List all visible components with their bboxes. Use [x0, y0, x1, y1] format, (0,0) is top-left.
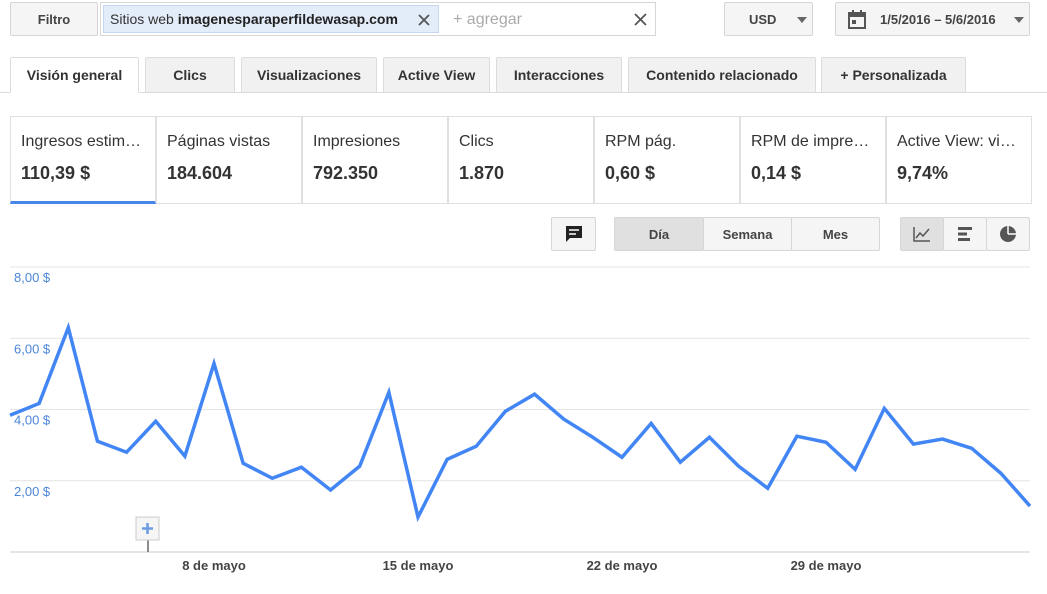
y-tick-label: 6,00 $: [14, 341, 51, 356]
granularity-button[interactable]: Mes: [791, 217, 880, 251]
tab[interactable]: Contenido relacionado: [628, 57, 816, 93]
metric-label: RPM pág.: [605, 133, 677, 150]
chart: 2,00 $ 4,00 $ 6,00 $ 8,00 $ 8 de mayo 15 de m…: [9, 266, 1032, 573]
metric-card[interactable]: RPM pág. 0,60 $: [594, 116, 740, 204]
annotation-plus: [142, 523, 153, 534]
metric-value: 0,14 $: [751, 163, 802, 183]
chip-remove[interactable]: [418, 14, 430, 26]
pie-icon: [1000, 226, 1016, 242]
chart-type-bar[interactable]: [943, 217, 987, 251]
tab[interactable]: + Personalizada: [821, 57, 966, 93]
x-tick-label: 29 de mayo: [791, 558, 862, 573]
data-line: [9, 321, 1032, 523]
metric-card[interactable]: Active View: vi… 9,74%: [886, 116, 1032, 204]
y-tick-label: 2,00 $: [14, 484, 51, 499]
date-range: 1/5/2016 – 5/6/2016: [880, 11, 996, 27]
y-tick-label: 4,00 $: [14, 413, 51, 428]
metric-value: 1.870: [459, 163, 505, 183]
chip-value: imagenesparaperfildewasap.com: [177, 11, 398, 27]
metric-value: 0,60 $: [605, 163, 656, 183]
currency: USD: [749, 11, 777, 27]
line-icon: [913, 227, 930, 242]
metric-card[interactable]: RPM de impre… 0,14 $: [740, 116, 886, 204]
clear-filter[interactable]: [634, 13, 647, 26]
metric-card[interactable]: Impresiones 792.350: [302, 116, 448, 204]
metric-label: Impresiones: [313, 133, 401, 150]
metric-card[interactable]: Clics 1.870: [448, 116, 594, 204]
chart-type-line[interactable]: [900, 217, 944, 251]
filter-placeholder: + agregar: [453, 11, 522, 28]
y-tick-label: 8,00 $: [14, 270, 51, 285]
tab[interactable]: Interacciones: [496, 57, 622, 93]
metric-value: 184.604: [167, 163, 233, 183]
bar-icon: [958, 227, 972, 241]
filter-button[interactable]: Filtro: [10, 2, 98, 36]
chip-prefix: Sitios web: [110, 11, 174, 27]
dropdown-arrow: [797, 17, 807, 23]
currency-select[interactable]: USD: [724, 2, 813, 36]
chart-type-pie[interactable]: [986, 217, 1030, 251]
metric-label: Active View: vi…: [897, 133, 1016, 150]
date-range-select[interactable]: 1/5/2016 – 5/6/2016: [835, 2, 1030, 36]
granularity-button[interactable]: Semana: [703, 217, 792, 251]
dropdown-arrow: [1014, 17, 1024, 23]
metric-value: 9,74%: [897, 163, 949, 183]
metric-value: 792.350: [313, 163, 379, 183]
metric-label: Ingresos estim…: [21, 133, 142, 150]
metric-label: Clics: [459, 133, 494, 150]
calendar-icon: [848, 10, 866, 29]
x-tick-label: 22 de mayo: [587, 558, 658, 573]
metric-label: Páginas vistas: [167, 133, 271, 150]
tab[interactable]: Visualizaciones: [241, 57, 377, 93]
metric-label: RPM de impre…: [751, 133, 870, 150]
comment-icon: [565, 226, 582, 242]
tab[interactable]: Active View: [383, 57, 490, 93]
metric-card[interactable]: Páginas vistas 184.604: [156, 116, 302, 204]
metric-card[interactable]: Ingresos estim… 110,39 $: [10, 116, 156, 204]
metric-value: 110,39 $: [21, 163, 91, 183]
annotation-button[interactable]: [551, 217, 596, 251]
granularity-button[interactable]: Día: [614, 217, 704, 251]
filter-chip: Sitios web imagenesparaperfildewasap.com: [103, 5, 439, 33]
filter-input[interactable]: Sitios web imagenesparaperfildewasap.com…: [100, 2, 656, 36]
x-tick-label: 15 de mayo: [383, 558, 454, 573]
tab[interactable]: Clics: [145, 57, 235, 93]
x-tick-label: 8 de mayo: [182, 558, 246, 573]
tab[interactable]: Visión general: [10, 57, 139, 93]
